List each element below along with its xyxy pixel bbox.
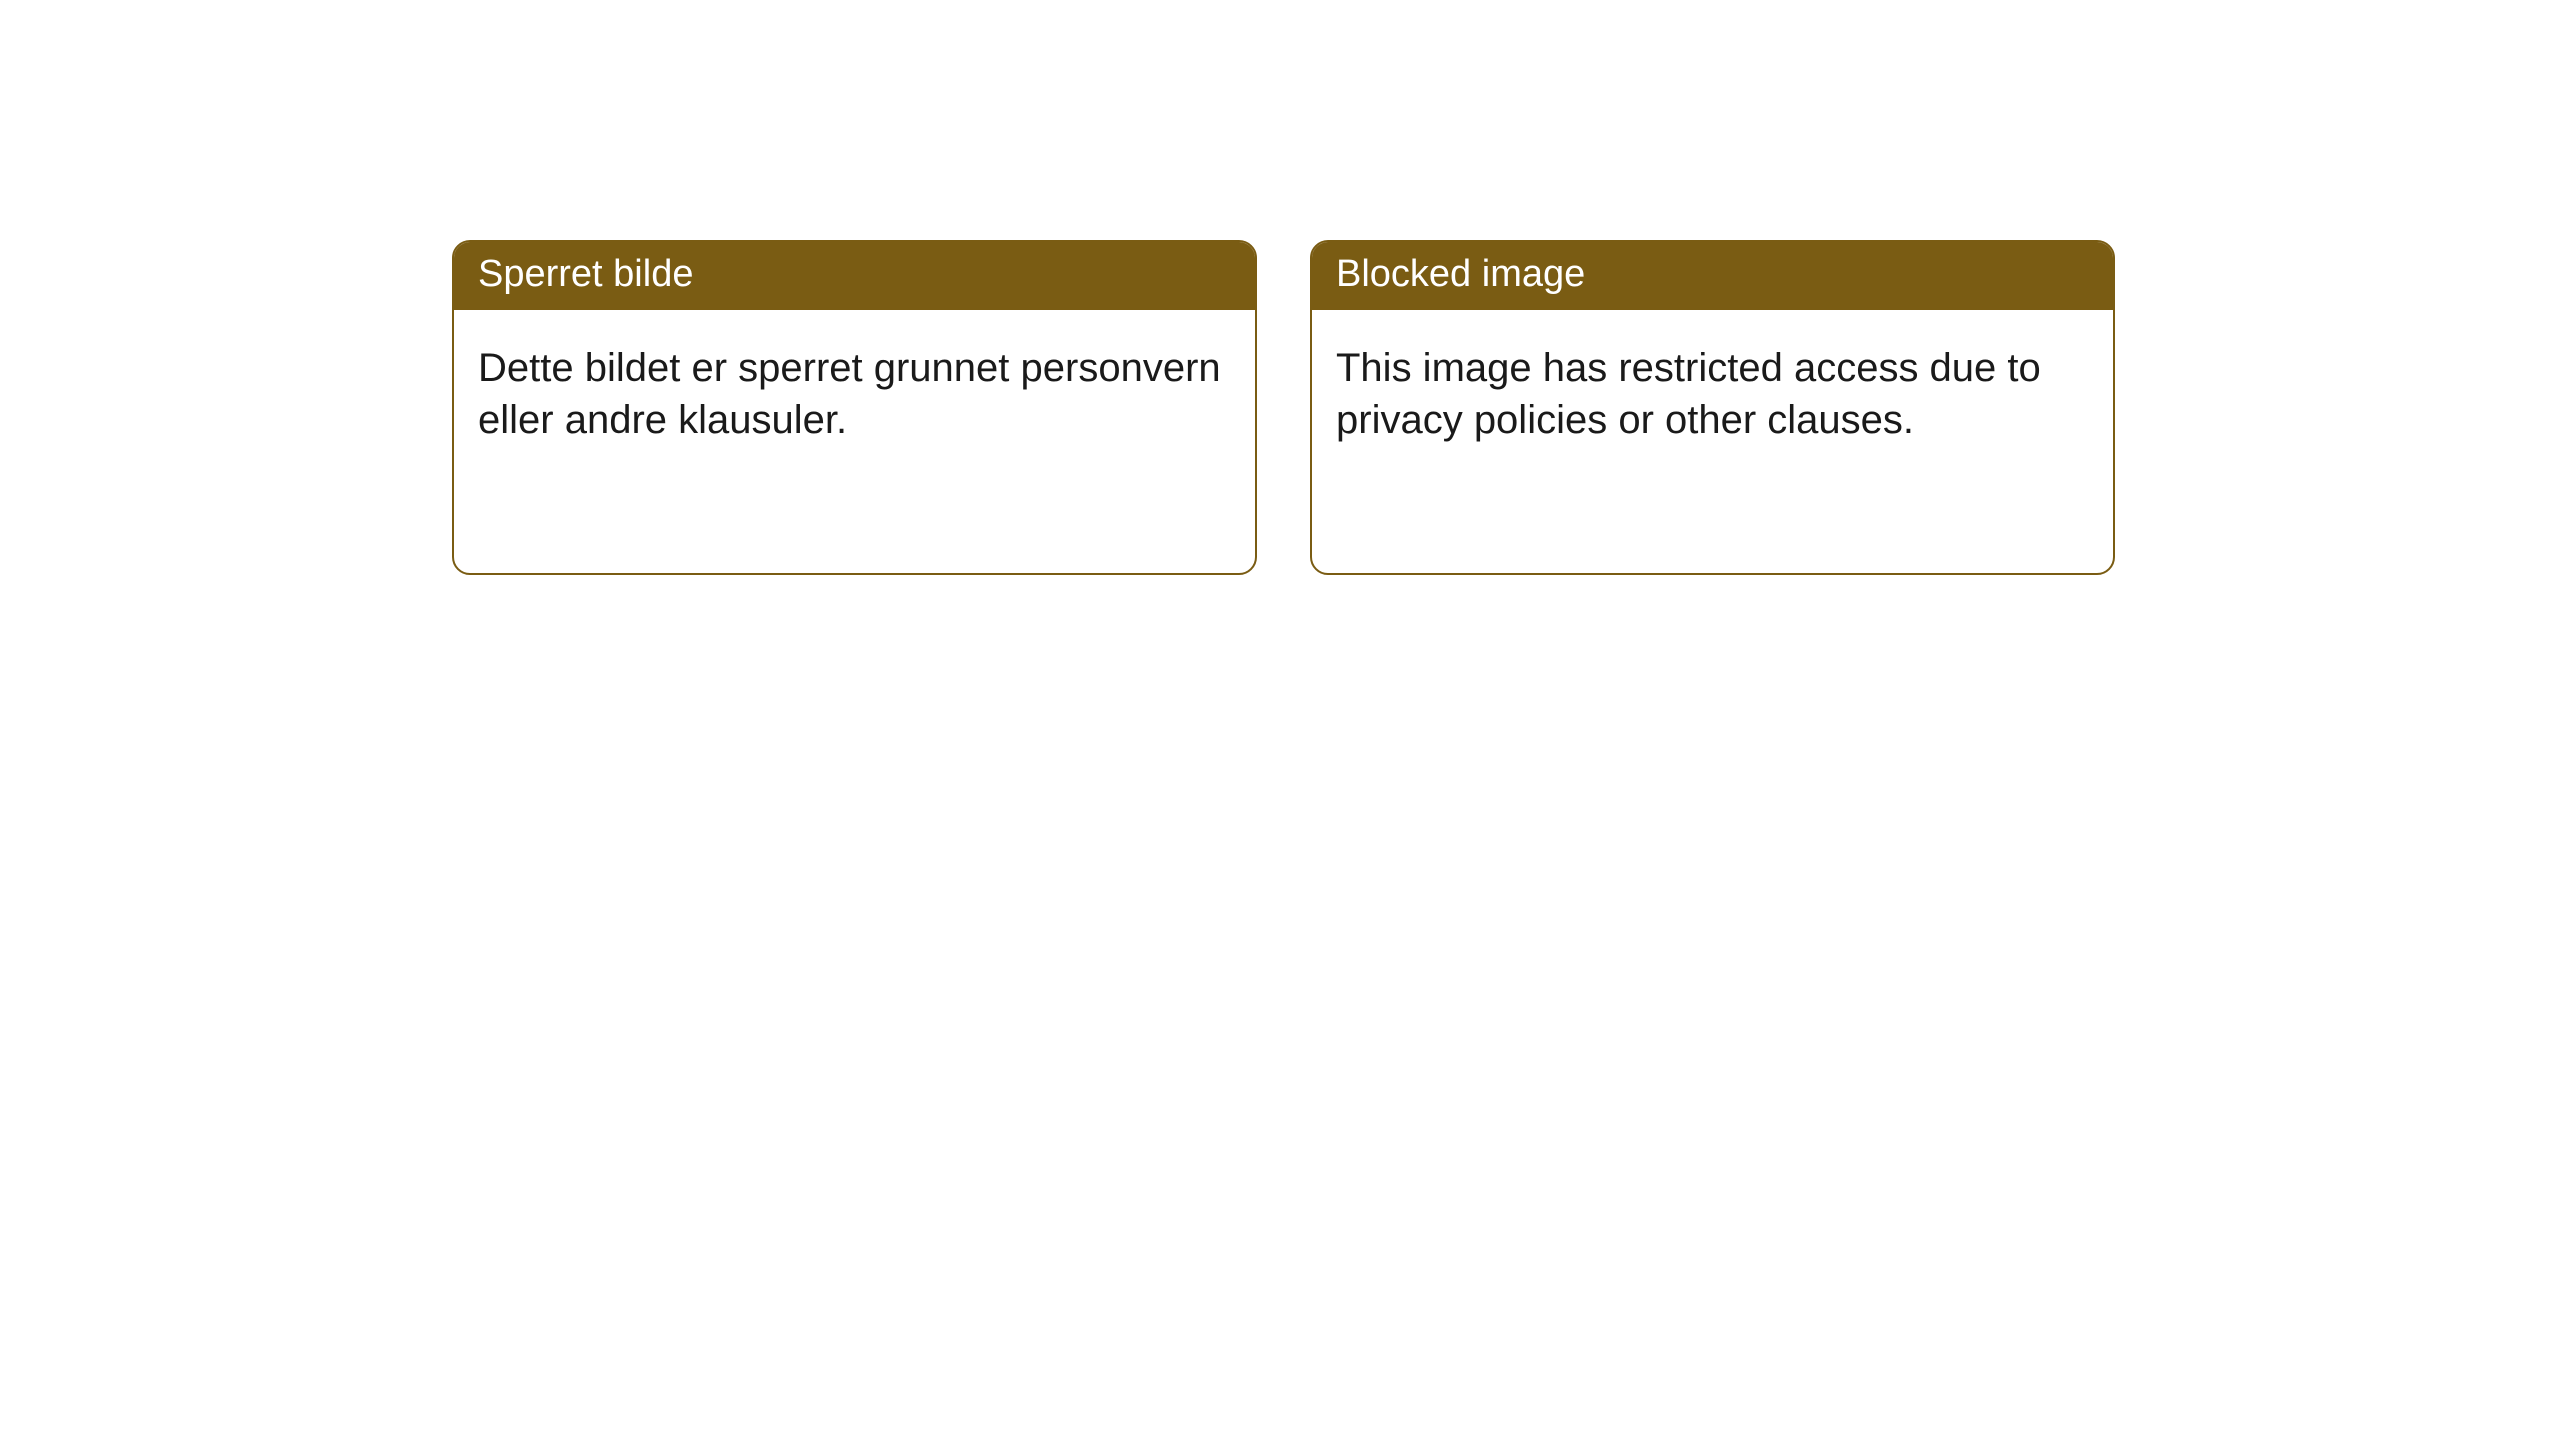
- card-body-no: Dette bildet er sperret grunnet personve…: [454, 310, 1255, 480]
- card-header-en: Blocked image: [1312, 242, 2113, 310]
- blocked-image-card-no: Sperret bilde Dette bildet er sperret gr…: [452, 240, 1257, 575]
- card-body-en: This image has restricted access due to …: [1312, 310, 2113, 480]
- blocked-image-card-en: Blocked image This image has restricted …: [1310, 240, 2115, 575]
- card-header-no: Sperret bilde: [454, 242, 1255, 310]
- notice-container: Sperret bilde Dette bildet er sperret gr…: [0, 0, 2560, 575]
